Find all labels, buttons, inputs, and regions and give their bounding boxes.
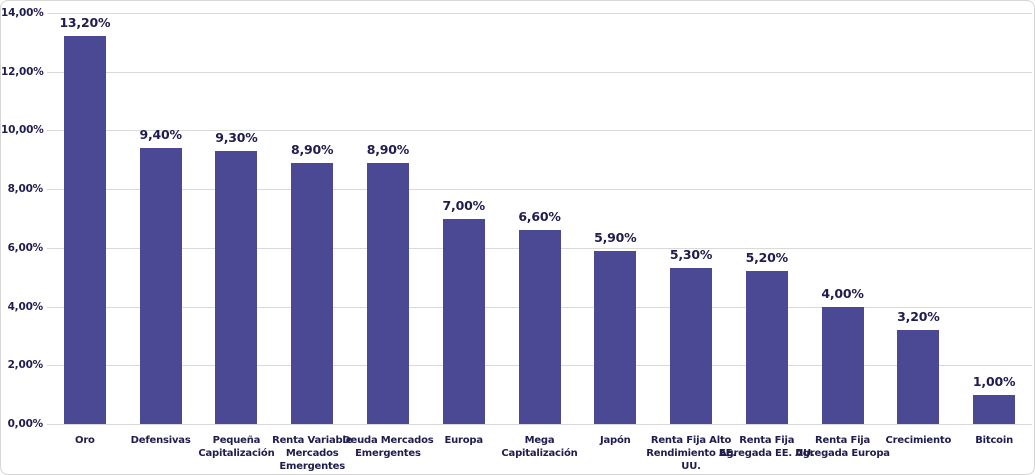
category-label: Crecimiento — [885, 435, 952, 446]
bar-value-label: 9,40% — [139, 127, 182, 143]
bar — [215, 150, 258, 424]
category-label: Defensivas — [130, 435, 191, 446]
bar-value-label: 6,60% — [518, 209, 561, 225]
bar — [897, 330, 940, 424]
bar-value-label: 5,90% — [594, 229, 637, 245]
category-label: Mega Capitalización — [501, 435, 578, 459]
bar-value-label: 3,20% — [897, 309, 940, 325]
bar-value-label: 8,90% — [366, 141, 410, 157]
category-label: Oro — [75, 435, 95, 446]
y-axis-tick-label: 10,00% — [1, 124, 44, 137]
gridline — [47, 189, 1032, 191]
gridline — [47, 13, 1032, 14]
bar-value-label: 9,30% — [215, 129, 258, 145]
y-axis-tick-label: 14,00% — [1, 7, 44, 19]
bar-value-label: 4,00% — [821, 285, 864, 301]
gridline — [47, 71, 1032, 73]
category-label: Japón — [599, 435, 631, 446]
category-label: Renta Fija Alto Rendimiento EE. UU. — [646, 435, 736, 472]
bar — [745, 271, 788, 424]
category-label: Deuda Mercados Emergentes — [342, 435, 434, 459]
y-axis-tick-label: 12,00% — [1, 65, 44, 78]
category-label: Renta Variable Mercados Emergentes — [272, 435, 353, 472]
category-label: Pequeña Capitalización — [198, 435, 275, 459]
bar — [973, 394, 1016, 424]
bar-value-label: 5,30% — [669, 247, 713, 263]
bar-value-label: 7,00% — [442, 197, 486, 213]
bar — [518, 230, 561, 424]
y-axis-tick-label: 0,00% — [7, 418, 44, 430]
category-label: Renta Fija Agregada Europa — [795, 435, 890, 459]
y-axis-tick-label: 4,00% — [7, 300, 44, 313]
y-axis-tick-label: 8,00% — [7, 183, 44, 196]
bar — [139, 148, 182, 424]
bar-value-label: 13,20% — [59, 15, 111, 31]
bar — [63, 36, 106, 424]
bar-value-label: 8,90% — [291, 141, 334, 157]
y-axis-tick-label: 2,00% — [7, 359, 44, 372]
bar — [442, 218, 485, 424]
category-label: Bitcoin — [975, 435, 1013, 446]
bar — [291, 162, 334, 424]
gridline — [47, 424, 1032, 425]
bar — [670, 268, 713, 424]
y-axis-tick-label: 6,00% — [7, 241, 44, 254]
bar — [366, 162, 409, 424]
gridline — [47, 130, 1032, 132]
bar-value-label: 5,20% — [745, 250, 789, 266]
bar — [594, 250, 637, 424]
category-label: Europa — [444, 435, 483, 446]
bar — [821, 306, 864, 424]
category-label: Renta Fija Agregada EE. UU. — [718, 435, 815, 459]
bar-value-label: 1,00% — [972, 373, 1016, 389]
